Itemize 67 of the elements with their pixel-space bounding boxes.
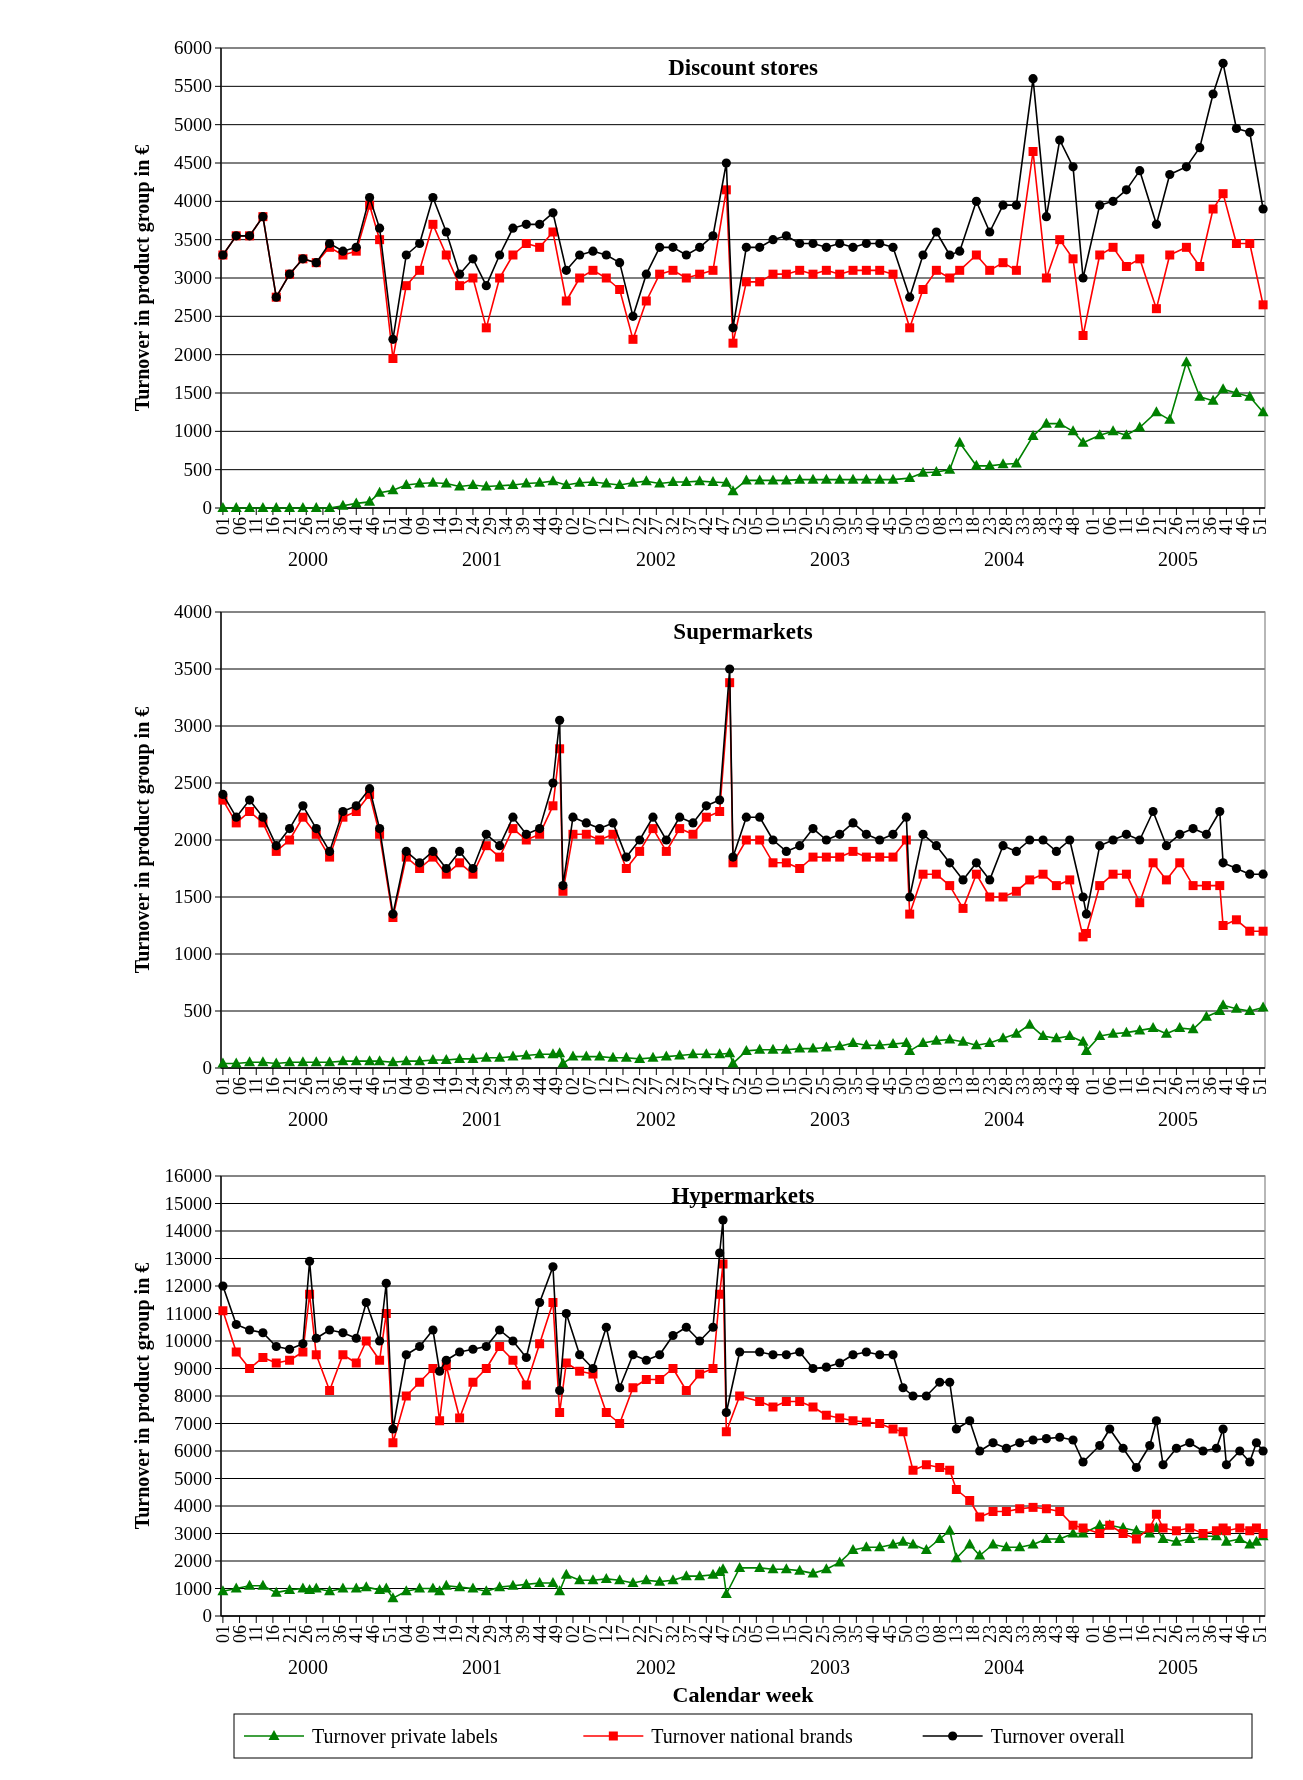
text: 2004	[984, 1108, 1024, 1130]
text: 2003	[810, 1108, 850, 1130]
text: 2004	[984, 548, 1024, 570]
text: 2002	[636, 1108, 676, 1130]
text: 2003	[810, 1656, 850, 1678]
y-tick-label: 0	[202, 1057, 212, 1078]
chart-title: Hypermarkets	[671, 1183, 815, 1208]
y-tick-label: 1500	[174, 886, 212, 907]
y-tick-label: 0	[202, 497, 212, 518]
y-tick-label: 3000	[174, 1522, 212, 1544]
y-tick-label: 3500	[174, 658, 212, 679]
text: 2005	[1158, 1656, 1198, 1678]
text: 2002	[636, 548, 676, 570]
chart-title: Supermarkets	[673, 619, 813, 644]
y-tick-label: 6000	[174, 37, 212, 58]
y-axis-title: Turnover in product group in €	[131, 1262, 154, 1530]
text: 2005	[1158, 1108, 1198, 1130]
y-tick-label: 2000	[174, 829, 212, 850]
y-tick-label: 4500	[174, 152, 212, 173]
y-tick-label: 11000	[165, 1302, 212, 1324]
y-tick-label: 6000	[174, 1440, 212, 1461]
legend-label: Turnover national brands	[651, 1725, 854, 1747]
y-tick-label: 12000	[164, 1275, 212, 1296]
y-tick-label: 1000	[174, 420, 212, 442]
y-tick-label: 500	[183, 458, 212, 480]
x-axis-title: Calendar week	[672, 1682, 815, 1707]
chart-title: Discount stores	[668, 55, 818, 80]
y-tick-label: 14000	[164, 1220, 212, 1241]
text: 2001	[462, 1108, 502, 1130]
y-tick-label: 5000	[174, 113, 212, 135]
y-tick-label: 1500	[174, 382, 212, 403]
y-tick-label: 500	[183, 1000, 212, 1021]
y-tick-label: 0	[202, 1605, 212, 1626]
y-tick-label: 15000	[164, 1192, 212, 1214]
text: 2000	[288, 1656, 328, 1678]
text: 2001	[462, 1656, 502, 1678]
y-tick-label: 2500	[174, 305, 212, 327]
text: 2003	[810, 548, 850, 570]
y-tick-label: 1000	[174, 1577, 212, 1599]
text: 2000	[288, 548, 328, 570]
text: 2002	[636, 1656, 676, 1678]
y-axis-title: Turnover in product group in €	[131, 144, 154, 412]
y-tick-label: 2500	[174, 772, 212, 793]
y-tick-label: 5500	[174, 75, 212, 97]
y-tick-label: 4000	[174, 190, 212, 212]
y-tick-label: 10000	[164, 1330, 212, 1351]
legend-label: Turnover private labels	[312, 1725, 499, 1748]
text: 2005	[1158, 548, 1198, 570]
y-tick-label: 2000	[174, 1550, 212, 1571]
y-tick-label: 4000	[174, 1495, 212, 1516]
text: 2004	[984, 1656, 1024, 1678]
y-tick-label: 2000	[174, 343, 212, 365]
y-tick-label: 3000	[174, 715, 212, 736]
y-tick-label: 3000	[174, 267, 212, 288]
y-tick-label: 9000	[174, 1357, 212, 1379]
legend-label: Turnover overall	[990, 1725, 1126, 1747]
y-tick-label: 13000	[164, 1247, 212, 1269]
y-tick-label: 5000	[174, 1467, 212, 1489]
y-tick-label: 4000	[174, 601, 212, 622]
text: 2001	[462, 548, 502, 570]
y-tick-label: 16000	[164, 1165, 212, 1186]
text: 2000	[288, 1108, 328, 1130]
y-tick-label: 8000	[174, 1385, 212, 1406]
y-axis-title: Turnover in product group in €	[131, 706, 154, 974]
y-tick-label: 3500	[174, 228, 212, 250]
y-tick-label: 7000	[174, 1412, 212, 1434]
y-tick-label: 1000	[174, 943, 212, 964]
